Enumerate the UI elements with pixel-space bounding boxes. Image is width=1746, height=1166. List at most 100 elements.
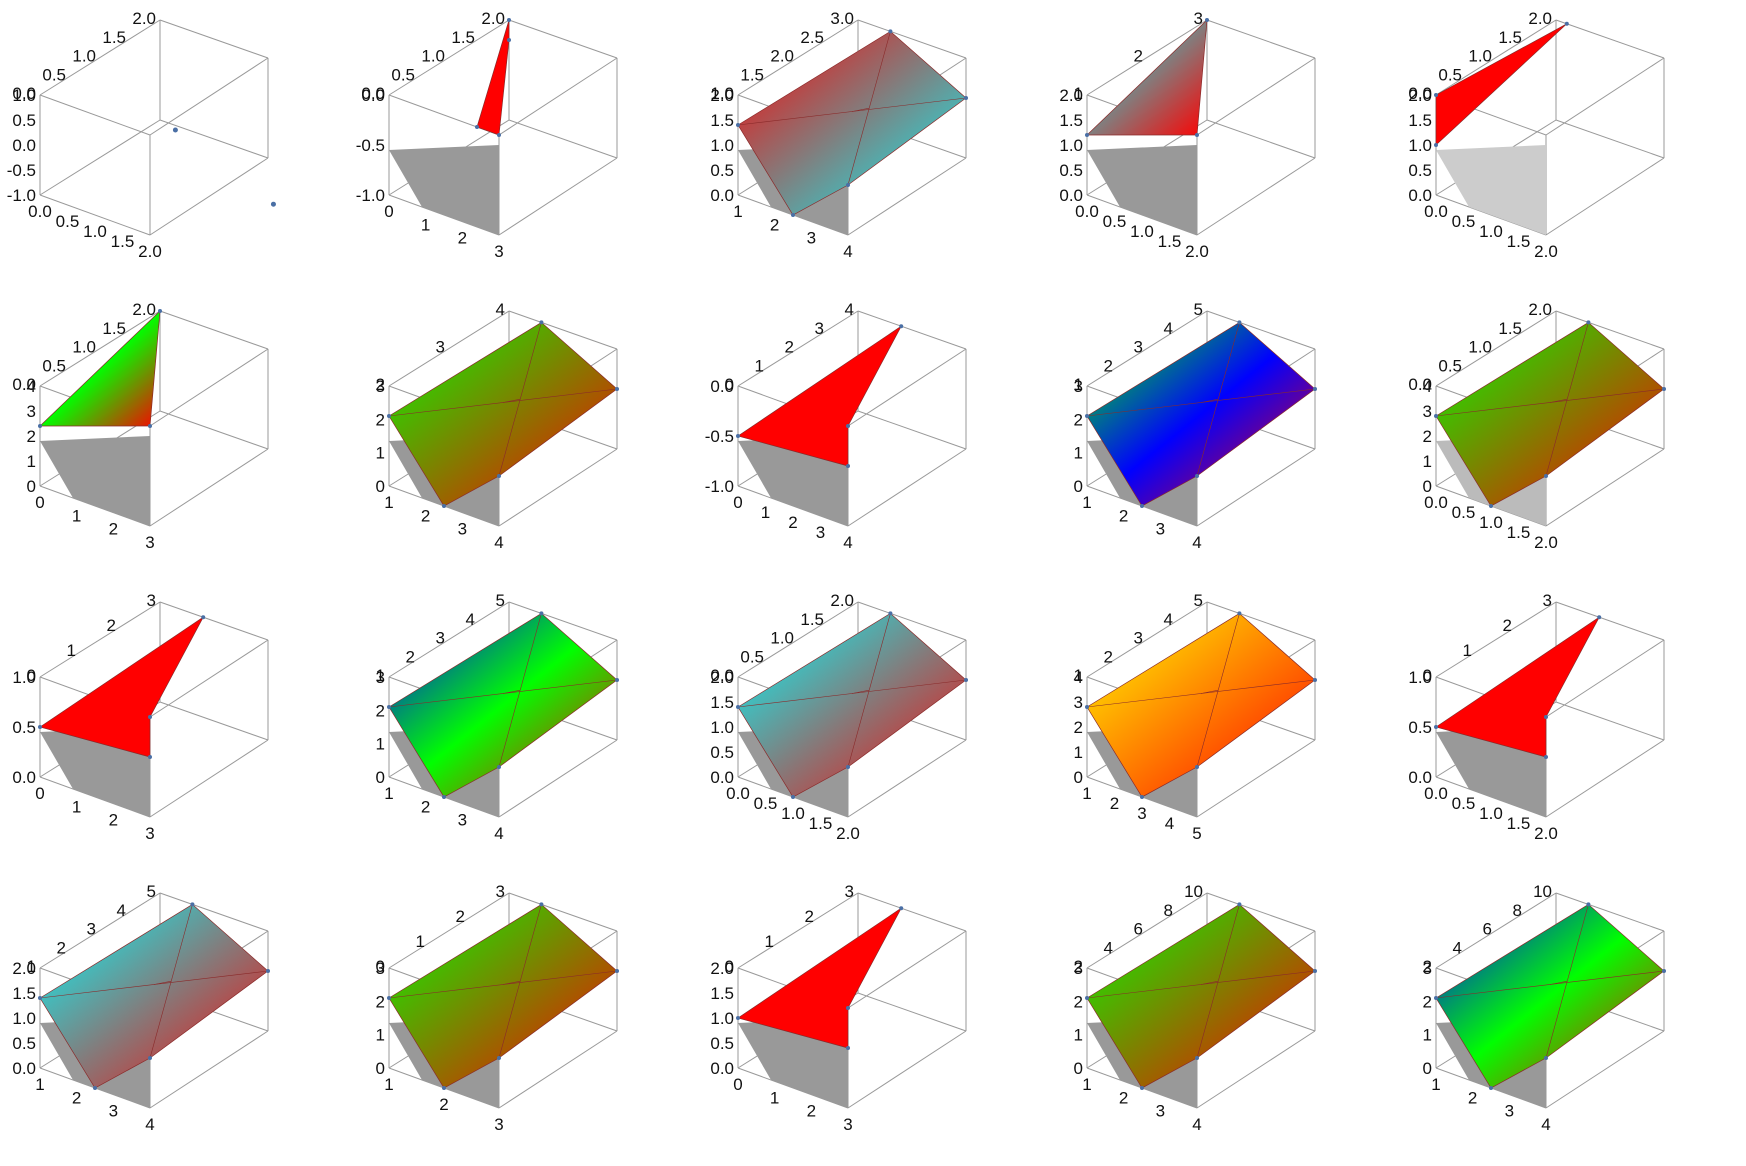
v-tick-label: 3 bbox=[27, 402, 36, 421]
surface-shadow bbox=[389, 145, 499, 235]
v-tick-label: 0.0 bbox=[710, 377, 734, 396]
x-tick-label: 0.5 bbox=[1452, 212, 1476, 231]
z-tick-label: 2 bbox=[107, 616, 116, 635]
z-tick-label: 3 bbox=[1134, 629, 1143, 648]
x-tick-label: 4 bbox=[145, 1115, 154, 1134]
vertex-point bbox=[387, 996, 391, 1000]
z-tick-label: 0.5 bbox=[1438, 356, 1462, 375]
x-tick-label: 0 bbox=[35, 493, 44, 512]
vertex-point bbox=[615, 678, 619, 682]
plot-panel-20: 10 8 6 4 2 3 2 1 0 1 2 3 4 bbox=[1396, 873, 1745, 1164]
z-tick-label: 2 bbox=[1423, 957, 1432, 976]
z-tick-label: 0.5 bbox=[740, 647, 764, 666]
v-tick-label: 2 bbox=[1423, 427, 1432, 446]
z-tick-label: 0.5 bbox=[42, 65, 66, 84]
z-tick-label: 3 bbox=[147, 591, 156, 610]
x-tick-label: 1 bbox=[1082, 493, 1091, 512]
z-tick-label: 0 bbox=[1423, 666, 1432, 685]
vertex-point bbox=[1195, 474, 1199, 478]
v-tick-label: 1 bbox=[376, 444, 385, 463]
x-tick-label: 1.5 bbox=[809, 814, 833, 833]
v-tick-label: 2 bbox=[376, 992, 385, 1011]
z-tick-label: 3 bbox=[1134, 338, 1143, 357]
z-tick-label: 2.0 bbox=[770, 47, 794, 66]
surface-shadow bbox=[1087, 145, 1197, 235]
z-tick-label: 2 bbox=[785, 338, 794, 357]
z-tick-label: 0.5 bbox=[391, 65, 415, 84]
x-tick-label: 0 bbox=[35, 784, 44, 803]
z-tick-label: 1 bbox=[376, 666, 385, 685]
x-tick-label: 0.0 bbox=[1424, 784, 1448, 803]
vertex-point bbox=[1205, 18, 1209, 22]
vertex-point bbox=[1662, 387, 1666, 391]
x-tick-label: 3 bbox=[843, 1115, 852, 1134]
v-tick-label: 2.0 bbox=[1059, 86, 1083, 105]
z-tick-label: 0.0 bbox=[12, 375, 36, 394]
vertex-point bbox=[1434, 725, 1438, 729]
v-tick-label: 2.0 bbox=[1408, 86, 1432, 105]
x-tick-label: 5 bbox=[1192, 824, 1201, 843]
surface-mesh bbox=[1434, 320, 1666, 526]
x-tick-label: 1 bbox=[35, 1075, 44, 1094]
surface-plot-6: 2.0 1.5 1.0 0.5 0.04 3 2 1 00 1 2 3 bbox=[12, 300, 269, 552]
plot-panel-10: 2.0 1.5 1.0 0.5 0.0 4 3 2 1 0 0.0 0.5 1.0 1.5 2.0 bbox=[1396, 291, 1745, 582]
x-tick-label: 3 bbox=[816, 523, 825, 542]
vertex-point bbox=[1085, 705, 1089, 709]
x-tick-label: 1.5 bbox=[1507, 232, 1531, 251]
z-tick-label: 1.0 bbox=[1468, 338, 1492, 357]
vertex-point bbox=[1597, 615, 1602, 620]
x-tick-label: 0.5 bbox=[754, 794, 778, 813]
v-tick-label: 3 bbox=[1074, 377, 1083, 396]
v-tick-label: 1 bbox=[1423, 452, 1432, 471]
vertex-point bbox=[1544, 474, 1548, 478]
surface-mesh bbox=[387, 611, 619, 817]
x-tick-label: 1 bbox=[733, 202, 742, 221]
z-tick-label: 3 bbox=[436, 629, 445, 648]
x-tick-label: 4 bbox=[843, 242, 852, 261]
x-tick-label: 4 bbox=[494, 533, 503, 552]
vertex-point bbox=[387, 414, 391, 418]
x-tick-label: 3 bbox=[145, 824, 154, 843]
v-tick-label: 2.0 bbox=[710, 959, 734, 978]
x-tick-label: 2 bbox=[770, 215, 779, 234]
vertex-point bbox=[442, 504, 446, 508]
v-tick-label: 0.0 bbox=[710, 1059, 734, 1078]
x-tick-label: 3 bbox=[1505, 1102, 1514, 1121]
v-tick-label: 4 bbox=[27, 377, 36, 396]
v-tick-label: 1.0 bbox=[710, 718, 734, 737]
vertex-point bbox=[1140, 504, 1144, 508]
vertex-point bbox=[190, 902, 195, 907]
v-tick-label: 1.5 bbox=[710, 693, 734, 712]
z-tick-label: 1 bbox=[27, 957, 36, 976]
vertex-point bbox=[1195, 133, 1199, 137]
vertex-point bbox=[1085, 133, 1089, 137]
vertex-point bbox=[888, 611, 893, 616]
vertex-point bbox=[158, 309, 162, 313]
plot-panel-5: 2.0 1.5 1.0 0.5 0.0 2.0 1.5 1.0 0.5 0.0 0.0 0.5 1.0 1… bbox=[1396, 0, 1745, 291]
v-tick-label: 3 bbox=[1423, 402, 1432, 421]
v-tick-label: 0.0 bbox=[12, 1059, 36, 1078]
v-tick-label: 2 bbox=[1423, 992, 1432, 1011]
z-tick-label: 2.5 bbox=[800, 28, 824, 47]
z-tick-label: 1.0 bbox=[72, 338, 96, 357]
z-tick-label: 2 bbox=[57, 938, 66, 957]
x-tick-label: 2 bbox=[421, 506, 430, 525]
surface-mesh bbox=[38, 615, 206, 817]
vertex-point bbox=[736, 123, 740, 127]
x-tick-label: 1 bbox=[72, 506, 81, 525]
vertex-point bbox=[38, 725, 42, 729]
v-tick-label: 3 bbox=[1074, 959, 1083, 978]
vertex-point bbox=[497, 765, 501, 769]
v-tick-label: 0.0 bbox=[1408, 186, 1432, 205]
v-tick-label: 0.5 bbox=[710, 1034, 734, 1053]
z-tick-label: 1.5 bbox=[740, 65, 764, 84]
z-tick-label: 6 bbox=[1483, 920, 1492, 939]
v-tick-label: 2 bbox=[1074, 410, 1083, 429]
z-tick-label: 0.0 bbox=[12, 84, 36, 103]
v-tick-label: 0.0 bbox=[361, 86, 385, 105]
